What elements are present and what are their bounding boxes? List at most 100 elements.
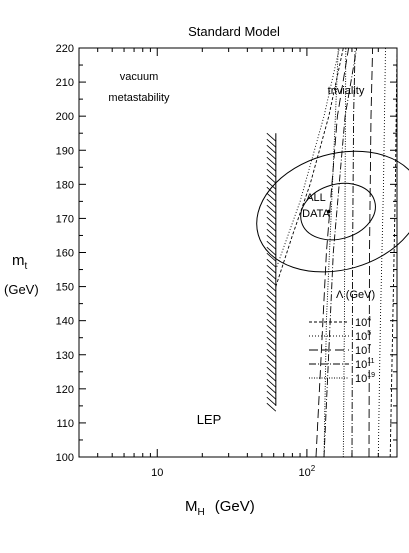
all-data-label-2: DATA <box>302 208 330 220</box>
lep-hatch <box>266 270 277 280</box>
lep-hatch <box>266 144 277 154</box>
lep-hatch <box>266 282 277 292</box>
x-axis-label: MH (GeV) <box>185 498 255 518</box>
lep-hatch <box>266 336 277 346</box>
axis-ticks: 100 110 120 130 140 150 160 170 180 190 200 210 220 1… <box>56 43 398 479</box>
lep-hatch <box>266 324 277 334</box>
y-tick-label: 110 <box>56 418 74 430</box>
stability-bound-long-dash <box>315 47 350 458</box>
lep-hatch <box>266 246 277 256</box>
lep-hatch <box>266 402 277 412</box>
lep-hatch <box>266 192 277 202</box>
stability-bound-short-dash <box>275 47 344 287</box>
lep-hatch <box>266 372 277 382</box>
lep-hatch <box>266 234 277 244</box>
x-axis-label-unit: (GeV) <box>215 498 255 515</box>
y-axis-unit: (GeV) <box>4 282 39 297</box>
lep-hatch <box>266 204 277 214</box>
fit-ellipses <box>256 150 409 273</box>
lep-hatch <box>266 384 277 394</box>
y-tick-label: 180 <box>56 179 74 191</box>
lep-hatch <box>266 228 277 238</box>
lep-hatch <box>266 264 277 274</box>
outer-ellipse <box>256 150 409 273</box>
legend-title: Λ (GeV) <box>336 289 375 301</box>
y-axis-label-sub: t <box>25 261 28 272</box>
inner-ellipse <box>300 182 376 241</box>
lep-hatch <box>266 156 277 166</box>
lep-hatch <box>266 318 277 328</box>
lep-hatch <box>266 258 277 268</box>
triviality-bound-short-dash <box>389 47 398 458</box>
triviality-bound-dash-dot <box>351 47 356 458</box>
lep-hatch <box>266 168 277 178</box>
lep-hatch <box>266 348 277 358</box>
lep-hatch <box>266 222 277 232</box>
legend-label: 107 <box>355 344 371 357</box>
best-fit-point <box>326 209 331 214</box>
lep-hatch <box>266 138 277 148</box>
y-tick-label: 170 <box>56 213 74 225</box>
lep-hatch <box>266 186 277 196</box>
lep-hatch <box>266 252 277 262</box>
lep-hatch <box>266 288 277 298</box>
lep-hatch <box>266 366 277 376</box>
y-tick-label: 190 <box>56 145 74 157</box>
lep-hatch <box>266 360 277 370</box>
lep-hatch <box>266 276 277 286</box>
lep-hatch <box>266 150 277 160</box>
y-tick-label: 160 <box>56 248 74 260</box>
all-data-label-1: ALL <box>306 192 326 204</box>
lep-hatch <box>266 390 277 400</box>
x-axis-label-main: M <box>185 498 198 515</box>
y-tick-label: 100 <box>56 452 74 464</box>
lep-hatch <box>266 342 277 352</box>
lep-hatch <box>266 180 277 190</box>
y-tick-label: 200 <box>56 111 74 123</box>
lep-hatch <box>266 300 277 310</box>
lep-hatch <box>266 378 277 388</box>
triviality-bound-fine-dotted <box>342 47 347 458</box>
x-tick-label: 10 <box>151 467 163 479</box>
stability-bound-dotted <box>275 47 340 270</box>
lep-hatch <box>266 210 277 220</box>
vacuum-label: vacuum <box>120 71 159 83</box>
y-tick-label: 140 <box>56 316 74 328</box>
lep-hatch <box>266 198 277 208</box>
legend-label: 1019 <box>355 372 375 385</box>
stability-bound-fine-dotted <box>323 47 339 458</box>
lep-hatch <box>266 162 277 172</box>
y-tick-label: 210 <box>56 77 74 89</box>
lep-hatch <box>266 312 277 322</box>
triviality-bound-long-dash <box>368 47 374 458</box>
lep-hatch <box>266 132 277 142</box>
legend-label: 105 <box>355 330 371 343</box>
chart-title: Standard Model <box>188 24 280 39</box>
y-tick-label: 150 <box>56 282 74 294</box>
y-axis-label-main: m <box>12 252 25 269</box>
lep-exclusion-band <box>266 132 277 412</box>
legend-label: 1011 <box>355 358 375 371</box>
y-tick-label: 120 <box>56 384 74 396</box>
y-axis-label: mt <box>12 252 28 272</box>
y-tick-label: 130 <box>56 350 74 362</box>
lep-label: LEP <box>197 412 222 427</box>
lep-hatch <box>266 306 277 316</box>
metastability-label: metastability <box>108 92 170 104</box>
lep-hatch <box>266 174 277 184</box>
stability-bound-dash-dot <box>323 47 358 458</box>
x-axis-label-sub: H <box>198 507 205 518</box>
bound-curves <box>275 47 398 458</box>
lep-hatch <box>266 216 277 226</box>
y-tick-label: 220 <box>56 43 74 55</box>
lep-hatch <box>266 354 277 364</box>
lep-hatch <box>266 294 277 304</box>
lep-hatch <box>266 330 277 340</box>
plot-frame <box>78 47 398 458</box>
legend-lines <box>309 321 349 379</box>
x-tick-label: 102 <box>299 464 316 479</box>
lep-hatch <box>266 240 277 250</box>
triviality-bound-dotted <box>377 47 386 458</box>
triviality-label: triviality <box>328 85 365 97</box>
